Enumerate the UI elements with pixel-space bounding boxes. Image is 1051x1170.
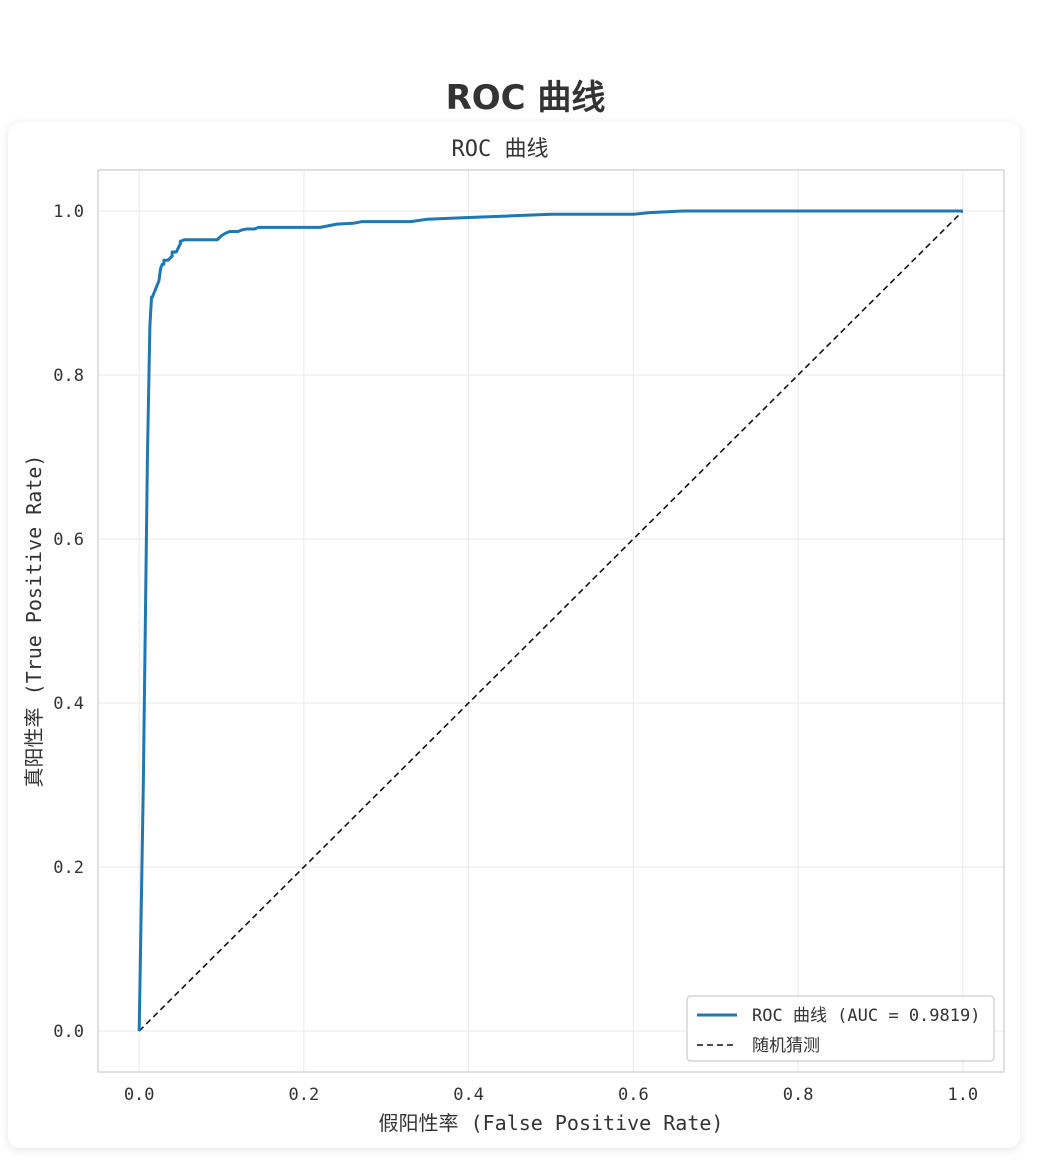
chart-title: ROC 曲线 — [452, 137, 549, 162]
y-tick-label: 0.6 — [53, 530, 84, 550]
tick-labels: 0.0 0.2 0.4 0.6 0.8 1.0 0.0 0.2 0.4 0.6 0.8 1.0 — [53, 202, 978, 1105]
y-tick-label: 1.0 — [53, 202, 84, 222]
legend-roc-label: ROC 曲线 (AUC = 0.9819) — [752, 1006, 980, 1026]
y-tick-label: 0.8 — [53, 366, 84, 386]
y-tick-label: 0.2 — [53, 858, 84, 878]
legend-box — [686, 995, 995, 1062]
plot-frame — [97, 169, 1005, 1073]
y-tick-label: 0.0 — [53, 1022, 84, 1042]
roc-curve-line — [137, 209, 963, 1032]
legend-random-label: 随机猜测 — [752, 1036, 820, 1056]
random-guess-line — [138, 210, 964, 1032]
page-title: ROC 曲线 — [445, 78, 606, 118]
series-layer — [137, 209, 964, 1032]
x-axis-label: 假阳性率 (False Positive Rate) — [379, 1111, 724, 1135]
y-axis-label: 真阳性率 (True Positive Rate) — [22, 455, 46, 788]
x-tick-label: 1.0 — [947, 1085, 978, 1105]
grid — [98, 170, 1004, 1072]
x-tick-label: 0.6 — [618, 1085, 649, 1105]
x-tick-label: 0.0 — [124, 1085, 155, 1105]
y-tick-label: 0.4 — [53, 694, 84, 714]
legend: ROC 曲线 (AUC = 0.9819) 随机猜测 — [686, 995, 995, 1062]
x-tick-label: 0.2 — [289, 1085, 320, 1105]
chart-card: ROC 曲线 0.0 0.2 0.4 0.6 0.8 1.0 0.0 0.2 0.4 0.6 0.8… — [8, 122, 1020, 1148]
x-tick-label: 0.8 — [783, 1085, 814, 1105]
roc-chart: ROC 曲线 0.0 0.2 0.4 0.6 0.8 1.0 0.0 0.2 0.4 0.6 0.8… — [22, 137, 1005, 1135]
x-tick-label: 0.4 — [453, 1085, 484, 1105]
